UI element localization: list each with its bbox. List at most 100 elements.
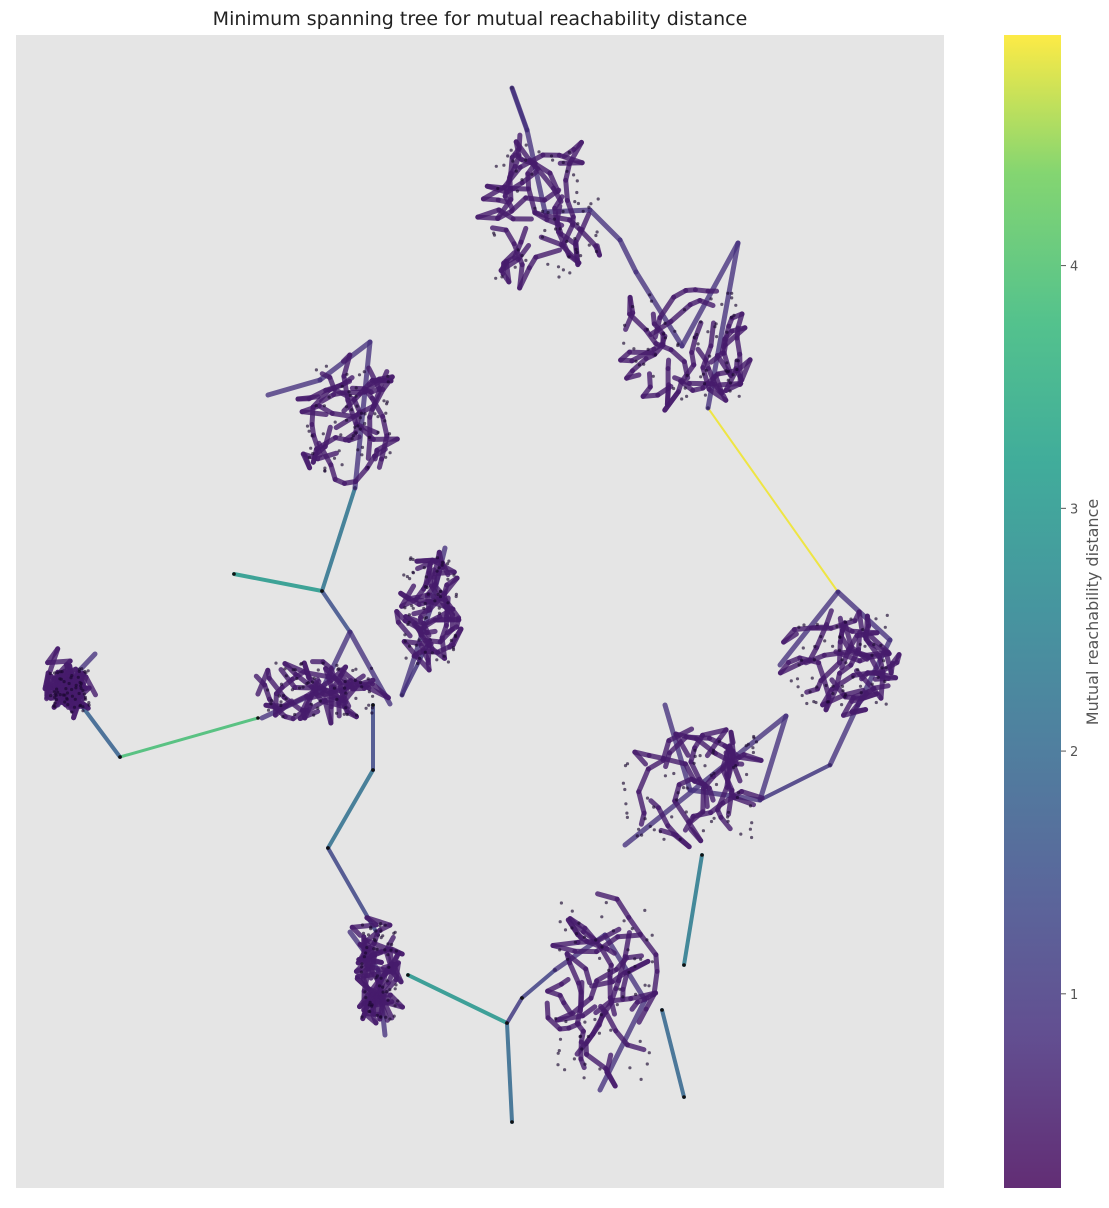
data-point bbox=[738, 395, 741, 398]
data-point bbox=[579, 1035, 582, 1038]
data-point bbox=[49, 694, 52, 697]
data-point bbox=[447, 660, 450, 663]
data-point bbox=[580, 1047, 583, 1050]
data-point bbox=[749, 828, 752, 831]
mst-edge bbox=[275, 694, 276, 715]
data-point bbox=[600, 915, 603, 918]
data-point bbox=[341, 385, 344, 388]
data-point bbox=[446, 562, 449, 565]
data-point bbox=[309, 447, 312, 450]
data-point bbox=[87, 701, 90, 704]
data-point bbox=[649, 825, 652, 828]
data-point bbox=[431, 651, 434, 654]
data-point bbox=[640, 1078, 643, 1081]
data-point bbox=[376, 415, 379, 418]
data-point bbox=[367, 704, 370, 707]
data-point bbox=[394, 983, 397, 986]
data-point bbox=[875, 701, 878, 704]
data-point bbox=[437, 593, 440, 596]
data-point bbox=[637, 828, 640, 831]
data-point bbox=[693, 749, 696, 752]
data-point bbox=[300, 662, 303, 665]
data-point bbox=[394, 931, 397, 934]
data-point bbox=[638, 363, 641, 366]
link-endpoint bbox=[326, 846, 330, 850]
data-point bbox=[554, 1017, 557, 1020]
data-point bbox=[571, 910, 574, 913]
data-point bbox=[860, 691, 863, 694]
data-point bbox=[551, 159, 554, 162]
data-point bbox=[797, 626, 800, 629]
link-endpoint bbox=[406, 973, 410, 977]
data-point bbox=[556, 1063, 559, 1066]
data-point bbox=[749, 804, 752, 807]
data-point bbox=[562, 210, 565, 213]
data-point bbox=[422, 607, 425, 610]
data-point bbox=[356, 448, 359, 451]
data-point bbox=[734, 304, 737, 307]
data-point bbox=[368, 436, 371, 439]
mst-edge bbox=[322, 374, 330, 378]
data-point bbox=[559, 920, 562, 923]
data-point bbox=[595, 250, 598, 253]
data-point bbox=[493, 234, 496, 237]
data-point bbox=[514, 266, 517, 269]
data-point bbox=[298, 686, 301, 689]
data-point bbox=[374, 939, 377, 942]
link-endpoint bbox=[256, 716, 260, 720]
data-point bbox=[706, 330, 709, 333]
data-point bbox=[409, 558, 412, 561]
data-point bbox=[53, 690, 56, 693]
data-point bbox=[872, 643, 875, 646]
data-point bbox=[53, 696, 56, 699]
mst-edge bbox=[874, 686, 888, 688]
data-point bbox=[496, 187, 499, 190]
data-point bbox=[358, 373, 361, 376]
data-point bbox=[715, 783, 718, 786]
data-point bbox=[533, 207, 536, 210]
data-point bbox=[278, 694, 281, 697]
mst-edge bbox=[731, 732, 733, 742]
data-point bbox=[575, 251, 578, 254]
data-point bbox=[703, 764, 706, 767]
data-point bbox=[625, 812, 628, 815]
data-point bbox=[405, 657, 408, 660]
data-point bbox=[624, 802, 627, 805]
data-point bbox=[694, 755, 697, 758]
data-point bbox=[410, 604, 413, 607]
data-point bbox=[725, 369, 728, 372]
data-point bbox=[335, 664, 338, 667]
data-point bbox=[598, 957, 601, 960]
data-point bbox=[381, 986, 384, 989]
mst-edge bbox=[859, 632, 860, 649]
data-point bbox=[282, 694, 285, 697]
data-point bbox=[541, 236, 544, 239]
data-point bbox=[64, 687, 67, 690]
data-point bbox=[407, 621, 410, 624]
data-point bbox=[389, 949, 392, 952]
link-endpoint bbox=[510, 1120, 514, 1124]
data-point bbox=[705, 369, 708, 372]
data-point bbox=[712, 749, 715, 752]
data-point bbox=[844, 693, 847, 696]
data-point bbox=[597, 197, 600, 200]
data-point bbox=[302, 686, 305, 689]
plot-area bbox=[16, 35, 944, 1188]
data-point bbox=[436, 570, 439, 573]
data-point bbox=[576, 179, 579, 182]
data-point bbox=[352, 434, 355, 437]
data-point bbox=[354, 679, 357, 682]
data-point bbox=[859, 685, 862, 688]
data-point bbox=[452, 646, 455, 649]
data-point bbox=[541, 210, 544, 213]
data-point bbox=[631, 305, 634, 308]
data-point bbox=[308, 456, 311, 459]
data-point bbox=[83, 692, 86, 695]
link-endpoint bbox=[371, 768, 375, 772]
data-point bbox=[647, 984, 650, 987]
data-point bbox=[883, 680, 886, 683]
data-point bbox=[279, 700, 282, 703]
data-point bbox=[713, 325, 716, 328]
data-point bbox=[367, 1010, 370, 1013]
